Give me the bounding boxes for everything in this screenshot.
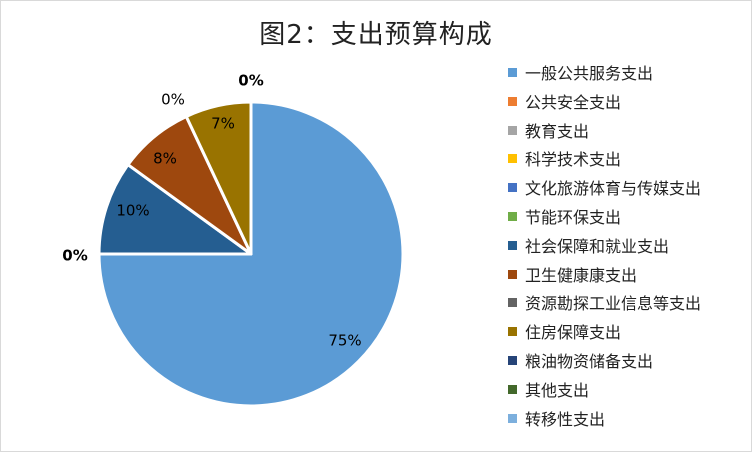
legend-item: 住房保障支出 (508, 319, 748, 348)
legend-item: 其他支出 (508, 377, 748, 406)
legend-label: 节能环保支出 (525, 207, 622, 227)
legend-item: 粮油物资储备支出 (508, 348, 748, 377)
legend-swatch (508, 96, 517, 106)
legend-item: 一般公共服务支出 (508, 60, 748, 89)
legend-swatch (508, 183, 517, 193)
legend-label: 社会保障和就业支出 (525, 236, 670, 256)
legend-label: 转移性支出 (525, 409, 606, 429)
data-label: 7% (211, 115, 235, 133)
pie-slice (97, 163, 253, 256)
legend-item: 文化旅游体育与传媒支出 (508, 175, 748, 204)
legend-swatch (508, 327, 517, 337)
legend-item: 资源勘探工业信息等支出 (508, 290, 748, 319)
legend-swatch (508, 413, 517, 423)
legend-swatch (508, 269, 517, 279)
legend-label: 科学技术支出 (525, 150, 622, 170)
chart-title: 图2：支出预算构成 (259, 20, 493, 50)
legend-item: 公共安全支出 (508, 89, 748, 118)
legend-item: 节能环保支出 (508, 204, 748, 233)
data-label: 0% (161, 91, 185, 109)
legend-item: 卫生健康康支出 (508, 262, 748, 291)
legend-swatch (508, 384, 517, 394)
legend-swatch (508, 211, 517, 221)
data-label: 0% (238, 72, 263, 90)
legend-label: 住房保障支出 (525, 323, 622, 343)
legend-item: 科学技术支出 (508, 146, 748, 175)
legend-item: 社会保障和就业支出 (508, 233, 748, 262)
legend-item: 教育支出 (508, 118, 748, 147)
legend-swatch (508, 240, 517, 250)
legend-swatch (508, 298, 517, 308)
pie-slice (97, 100, 405, 408)
legend-item: 转移性支出 (508, 406, 748, 435)
chart-legend: 一般公共服务支出 公共安全支出 教育支出科学技术支出文化旅游体育与传媒支出 节能环保支… (508, 60, 748, 434)
pie-slice (184, 100, 253, 256)
legend-label: 粮油物资储备支出 (525, 351, 654, 371)
legend-label: 资源勘探工业信息等支出 (525, 294, 702, 314)
legend-swatch (508, 68, 517, 77)
legend-swatch (508, 355, 517, 365)
data-label: 8% (153, 150, 177, 168)
legend-label: 其他支出 (525, 380, 590, 400)
legend-label: 教育支出 (525, 121, 590, 141)
data-label: 10% (116, 202, 149, 220)
data-label: 75% (328, 332, 361, 350)
legend-swatch (508, 154, 517, 164)
legend-swatch (508, 125, 517, 135)
data-label: 0% (62, 247, 87, 265)
legend-label: 公共安全支出 (525, 92, 622, 112)
legend-label: 文化旅游体育与传媒支出 (525, 179, 702, 199)
legend-label: 卫生健康康支出 (525, 265, 638, 285)
legend-label: 一般公共服务支出 (525, 64, 654, 83)
